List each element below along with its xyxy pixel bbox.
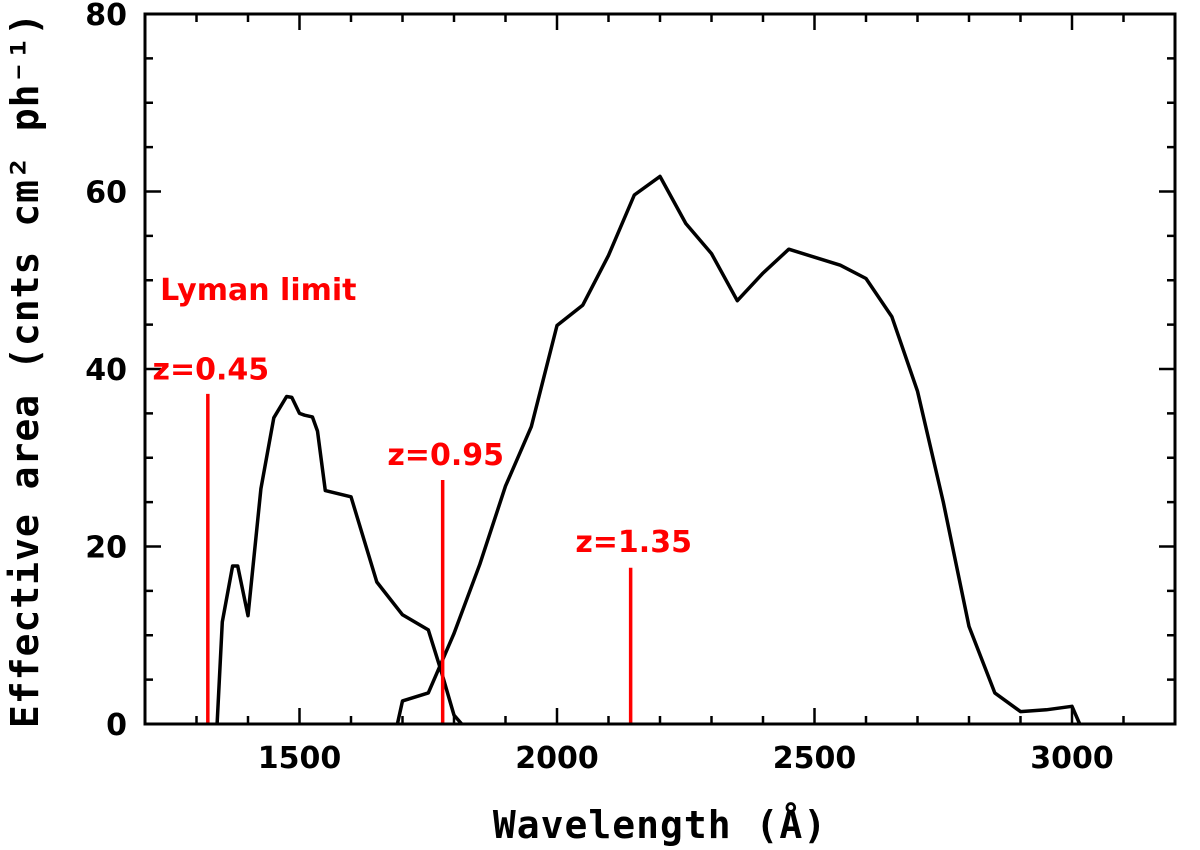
plot-frame xyxy=(143,12,1177,726)
y-tick-label: 40 xyxy=(85,353,127,388)
x-tick-label: 2500 xyxy=(773,741,857,776)
series-line-nuv xyxy=(395,174,1082,725)
x-tick-label: 2000 xyxy=(515,741,599,776)
series-layer xyxy=(215,174,1082,726)
y-tick-label: 80 xyxy=(85,0,127,33)
annotation-layer: Lyman limit z=0.45 z=0.95 z=1.35 xyxy=(153,273,692,724)
y-axis-title: Effective area (cnts cm² ph⁻¹) xyxy=(3,12,47,728)
x-tick-label: 3000 xyxy=(1030,741,1114,776)
z-1-35-label: z=1.35 xyxy=(575,525,692,560)
z-0-95-label: z=0.95 xyxy=(387,438,504,473)
ticks-layer xyxy=(143,12,1177,726)
x-axis-title: Wavelength (Å) xyxy=(493,803,827,847)
y-tick-label: 0 xyxy=(106,708,127,743)
lyman-limit-title: Lyman limit xyxy=(160,273,356,308)
x-tick-label: 1500 xyxy=(258,741,342,776)
y-tick-label: 60 xyxy=(85,176,127,211)
z-0-45-label: z=0.45 xyxy=(153,353,270,388)
y-tick-label: 20 xyxy=(85,531,127,566)
tick-label-layer: 1500 2000 2500 3000 0 20 40 60 80 xyxy=(85,0,1114,776)
series-line-fuv xyxy=(215,394,464,726)
